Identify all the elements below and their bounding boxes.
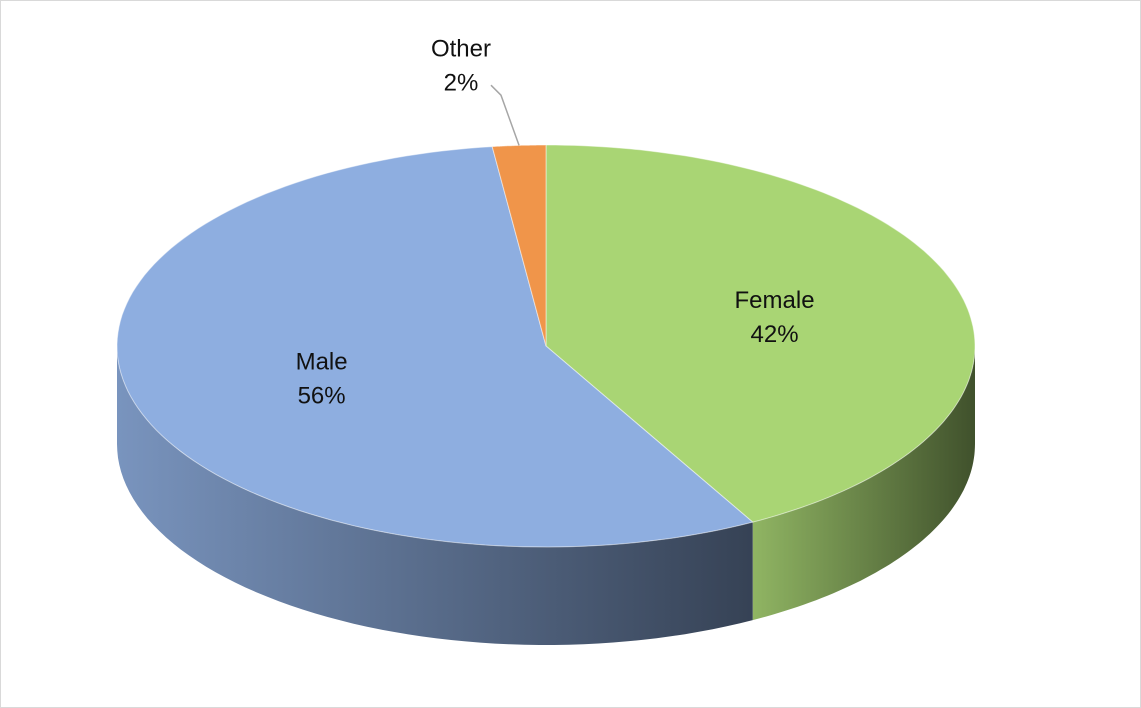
data-label-value: 56% bbox=[298, 383, 346, 410]
pie-slice-side bbox=[117, 346, 753, 645]
pie-slice bbox=[545, 144, 976, 523]
pie-slice-side bbox=[752, 346, 975, 621]
leader-line bbox=[490, 84, 520, 146]
data-label-value: 2% bbox=[444, 70, 479, 97]
data-label-category: Female bbox=[735, 287, 815, 314]
data-label-category: Male bbox=[296, 349, 348, 376]
data-label-value: 42% bbox=[751, 321, 799, 348]
pie-slice bbox=[491, 144, 547, 347]
pie-slice bbox=[116, 146, 754, 548]
data-label-category: Other bbox=[431, 36, 491, 63]
